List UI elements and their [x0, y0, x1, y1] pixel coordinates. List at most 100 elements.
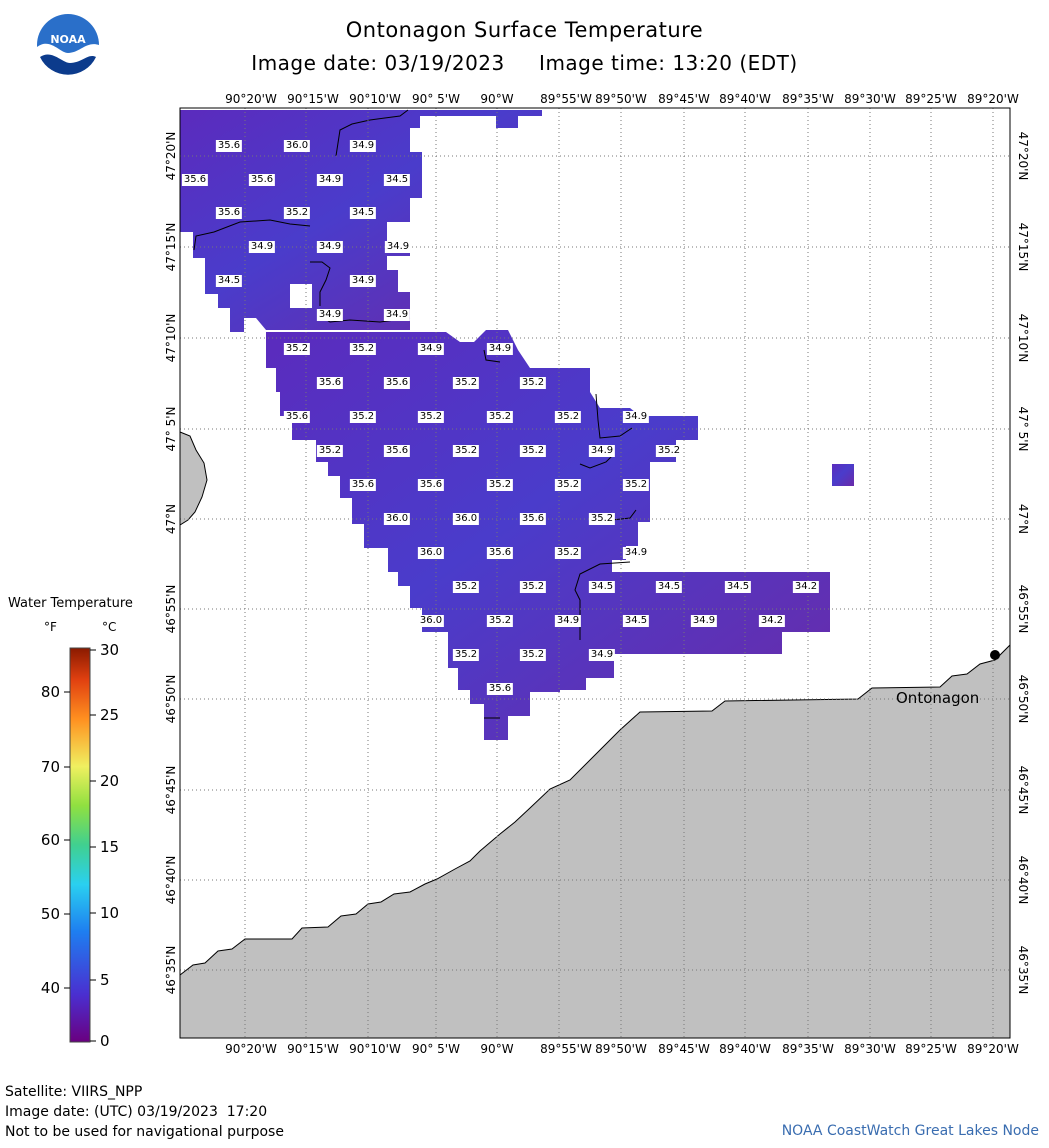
temperature-value-label: 34.9 [316, 309, 344, 321]
longitude-tick-label: 90° 5'W [412, 92, 460, 106]
longitude-tick-label: 90°20'W [225, 1042, 277, 1056]
latitude-tick-label: 46°50'N [164, 674, 178, 724]
longitude-tick-label: 89°45'W [658, 1042, 710, 1056]
temperature-value-label: 35.6 [316, 377, 344, 389]
temperature-value-label: 35.2 [349, 411, 377, 423]
longitude-tick-label: 89°55'W [540, 1042, 592, 1056]
temperature-value-label: 35.2 [554, 547, 582, 559]
temperature-value-label: 35.2 [519, 377, 547, 389]
temperature-value-label: 34.2 [792, 581, 820, 593]
temperature-value-label: 34.5 [588, 581, 616, 593]
temperature-value-label: 36.0 [417, 615, 445, 627]
fahrenheit-tick: 60 [40, 831, 60, 849]
latitude-tick-label: 46°40'N [164, 855, 178, 905]
latitude-tick-label: 47°10'N [1016, 313, 1030, 363]
temperature-value-label: 36.0 [283, 140, 311, 152]
longitude-tick-label: 90°15'W [287, 92, 339, 106]
temperature-value-label: 35.2 [316, 445, 344, 457]
temperature-value-label: 34.9 [554, 615, 582, 627]
longitude-tick-label: 89°50'W [595, 92, 647, 106]
temperature-value-label: 35.2 [452, 377, 480, 389]
utc-date: Image date: (UTC) 03/19/2023 17:20 [5, 1104, 268, 1120]
temperature-value-label: 34.9 [384, 241, 412, 253]
longitude-tick-label: 89°20'W [967, 92, 1019, 106]
legend-title: Water Temperature [8, 596, 133, 611]
latitude-tick-label: 47°15'N [1016, 222, 1030, 272]
longitude-tick-label: 89°30'W [844, 92, 896, 106]
temperature-value-label: 36.0 [417, 547, 445, 559]
temperature-value-label: 35.6 [486, 547, 514, 559]
fahrenheit-tick: 50 [40, 905, 60, 923]
longitude-tick-label: 89°40'W [719, 1042, 771, 1056]
temperature-value-label: 34.9 [486, 343, 514, 355]
mainland-land [179, 643, 1011, 1039]
latitude-tick-label: 46°40'N [1016, 855, 1030, 905]
temperature-value-label: 34.9 [588, 649, 616, 661]
fahrenheit-tick: 70 [40, 758, 60, 776]
temperature-value-label: 34.9 [316, 174, 344, 186]
temperature-value-label: 35.2 [655, 445, 683, 457]
color-scale-bar [69, 647, 91, 1043]
celsius-tick: 5 [100, 971, 110, 989]
longitude-tick-label: 90°W [480, 1042, 514, 1056]
credit-link[interactable]: NOAA CoastWatch Great Lakes Node [781, 1123, 1039, 1139]
latitude-tick-label: 47° 5'N [164, 406, 178, 452]
longitude-tick-label: 90°20'W [225, 92, 277, 106]
temperature-value-label: 35.6 [417, 479, 445, 491]
western-land [179, 431, 208, 526]
celsius-tick: 30 [100, 641, 120, 659]
celsius-tick: 20 [100, 772, 120, 790]
celsius-tick: 25 [100, 706, 120, 724]
latitude-tick-label: 46°50'N [1016, 674, 1030, 724]
temperature-value-label: 35.6 [519, 513, 547, 525]
temperature-value-label: 35.2 [452, 445, 480, 457]
longitude-tick-label: 89°50'W [595, 1042, 647, 1056]
graticule [180, 108, 1010, 1038]
longitude-tick-label: 90°W [480, 92, 514, 106]
image-date-time: Image date: 03/19/2023 Image time: 13:20… [251, 51, 798, 75]
longitude-tick-label: 90°10'W [349, 92, 401, 106]
temperature-value-label: 35.2 [622, 479, 650, 491]
temperature-value-label: 34.9 [316, 241, 344, 253]
temperature-value-label: 34.9 [417, 343, 445, 355]
temperature-value-label: 34.5 [349, 207, 377, 219]
temperature-value-label: 34.9 [588, 445, 616, 457]
latitude-tick-label: 47°N [164, 503, 178, 535]
longitude-tick-label: 89°55'W [540, 92, 592, 106]
temperature-value-label: 35.6 [215, 207, 243, 219]
temperature-value-label: 34.9 [622, 547, 650, 559]
temperature-value-label: 35.6 [486, 683, 514, 695]
temperature-value-label: 35.2 [283, 343, 311, 355]
temperature-value-label: 34.5 [724, 581, 752, 593]
map-title: Ontonagon Surface Temperature [345, 18, 704, 42]
temperature-value-label: 34.9 [383, 309, 411, 321]
latitude-tick-label: 47°15'N [164, 222, 178, 272]
longitude-tick-label: 89°25'W [905, 1042, 957, 1056]
temperature-value-label: 35.2 [349, 343, 377, 355]
disclaimer: Not to be used for navigational purpose [5, 1124, 284, 1140]
temperature-value-label: 35.2 [283, 207, 311, 219]
temperature-value-label: 35.6 [383, 445, 411, 457]
longitude-tick-label: 89°45'W [658, 92, 710, 106]
temperature-value-label: 35.2 [486, 615, 514, 627]
latitude-tick-label: 47°10'N [164, 313, 178, 363]
noaa-logo-text: NOAA [50, 33, 86, 46]
temperature-value-label: 35.2 [519, 649, 547, 661]
temperature-value-label: 35.6 [248, 174, 276, 186]
temperature-value-label: 34.9 [349, 140, 377, 152]
temperature-value-label: 34.5 [215, 275, 243, 287]
temperature-value-label: 35.2 [554, 411, 582, 423]
longitude-tick-label: 89°35'W [782, 92, 834, 106]
temperature-value-label: 35.6 [349, 479, 377, 491]
longitude-tick-label: 90° 5'W [412, 1042, 460, 1056]
temperature-value-label: 35.6 [283, 411, 311, 423]
temperature-value-label: 35.2 [519, 445, 547, 457]
satellite-name: Satellite: VIIRS_NPP [5, 1084, 143, 1100]
fahrenheit-tick: 40 [40, 979, 60, 997]
latitude-tick-label: 46°35'N [1016, 945, 1030, 995]
temperature-value-label: 35.2 [486, 479, 514, 491]
latitude-tick-label: 46°35'N [164, 945, 178, 995]
temperature-value-label: 34.2 [758, 615, 786, 627]
temperature-value-label: 36.0 [452, 513, 480, 525]
